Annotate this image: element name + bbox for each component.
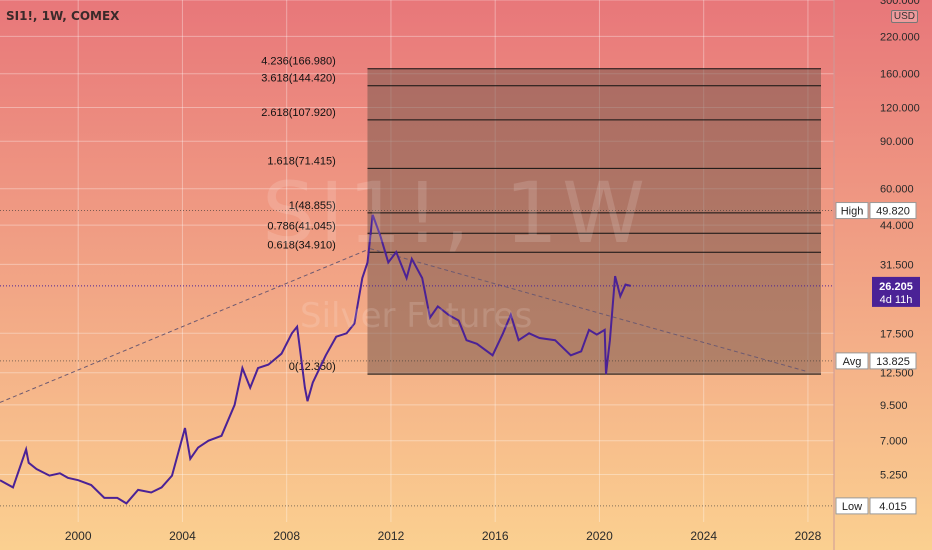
price-tag-value: 4.015 [879, 501, 907, 513]
y-tick-label: 220.000 [880, 31, 920, 43]
fib-level-label: 1.618(71.415) [267, 155, 336, 167]
fib-level-label: 0(12.350) [289, 361, 336, 373]
x-tick-label: 2016 [482, 529, 509, 543]
y-tick-label: 12.500 [880, 368, 914, 380]
price-tag-value-box [869, 202, 917, 220]
fib-level-label: 0.786(41.045) [267, 220, 336, 232]
last-price-value: 26.205 [879, 281, 913, 293]
price-tag-label-box [835, 497, 869, 515]
fib-level-label: 4.236(166.980) [261, 56, 336, 68]
fib-level-label: 3.618(144.420) [261, 73, 336, 85]
x-tick-label: 2020 [586, 529, 613, 543]
price-tag-value: 13.825 [876, 356, 910, 368]
price-tag-label-box [835, 352, 869, 370]
x-tick-label: 2024 [690, 529, 717, 543]
y-tick-label: 5.250 [880, 469, 908, 481]
price-tag-label-box [835, 202, 869, 220]
fibonacci-extension[interactable]: 0(12.350) 0.618(34.910) 0.786(41.045) 1(48.… [261, 56, 821, 375]
price-tag-label: High [841, 206, 864, 218]
y-tick-label: 90.000 [880, 136, 914, 148]
grid [0, 0, 834, 522]
fib-level-label: 0.618(34.910) [267, 239, 336, 251]
y-tick-label: 17.500 [880, 328, 914, 340]
x-tick-label: 2028 [795, 529, 822, 543]
fib-level-label: 2.618(107.920) [261, 107, 336, 119]
x-tick-label: 2008 [273, 529, 300, 543]
price-tag-value: 49.820 [876, 206, 910, 218]
y-tick-label: 120.000 [880, 102, 920, 114]
x-tick-label: 2004 [169, 529, 196, 543]
price-tag-value-box [869, 497, 917, 515]
price-tag-value-box [869, 352, 917, 370]
symbol-title[interactable]: SI1!, 1W, COMEX [6, 9, 120, 23]
watermark-description: Silver Futures [300, 296, 533, 336]
trendlines[interactable] [0, 248, 809, 403]
y-tick-label: 7.000 [880, 436, 908, 448]
y-tick-label: 60.000 [880, 184, 914, 196]
y-tick-label: 160.000 [880, 69, 920, 81]
y-tick-label: 300.000 [880, 0, 920, 7]
price-line [0, 214, 631, 505]
price-tag-label: Low [842, 501, 862, 513]
y-tick-label: 9.500 [880, 400, 908, 412]
price-axis[interactable]: 300.000 220.000 160.000 120.000 90.000 60.000… [880, 0, 920, 481]
watermark-symbol: SI1!, 1W [262, 164, 650, 262]
y-tick-label: 44.000 [880, 220, 914, 232]
bar-countdown: 4d 11h [880, 294, 913, 306]
x-tick-label: 2000 [65, 529, 92, 543]
x-tick-label: 2012 [378, 529, 405, 543]
currency-badge[interactable]: USD [890, 10, 918, 23]
y-tick-label: 31.500 [880, 259, 914, 271]
fib-level-label: 1(48.855) [289, 200, 336, 212]
trendline [369, 248, 809, 373]
time-axis[interactable]: 2000 2004 2008 2012 2016 2020 2024 2028 [65, 529, 822, 543]
price-tag-label: Avg [843, 356, 862, 368]
trendline [0, 248, 371, 403]
last-price-box [872, 276, 920, 307]
